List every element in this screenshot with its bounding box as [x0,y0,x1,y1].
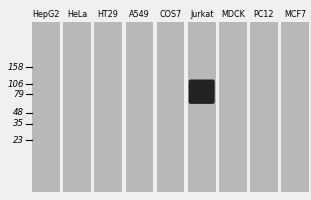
Text: COS7: COS7 [159,10,182,19]
FancyBboxPatch shape [188,79,215,104]
Bar [32,22,309,192]
Text: MCF7: MCF7 [284,10,306,19]
Text: 106: 106 [7,80,24,89]
Text: HT29: HT29 [98,10,118,19]
Bar [281,22,309,192]
Text: MDCK: MDCK [221,10,245,19]
Text: 158: 158 [7,63,24,72]
Bar [63,22,91,192]
Text: Jurkat: Jurkat [190,10,213,19]
Bar [94,22,122,192]
Text: A549: A549 [129,10,150,19]
Text: PC12: PC12 [254,10,274,19]
Text: 35: 35 [13,119,24,129]
Bar [250,22,278,192]
Bar [188,22,216,192]
Bar [126,22,153,192]
Text: 79: 79 [13,90,24,99]
Text: 23: 23 [13,136,24,145]
Text: HepG2: HepG2 [32,10,59,19]
Bar [157,22,184,192]
Bar [219,22,247,192]
Text: HeLa: HeLa [67,10,87,19]
Text: 48: 48 [13,108,24,117]
Bar [32,22,60,192]
